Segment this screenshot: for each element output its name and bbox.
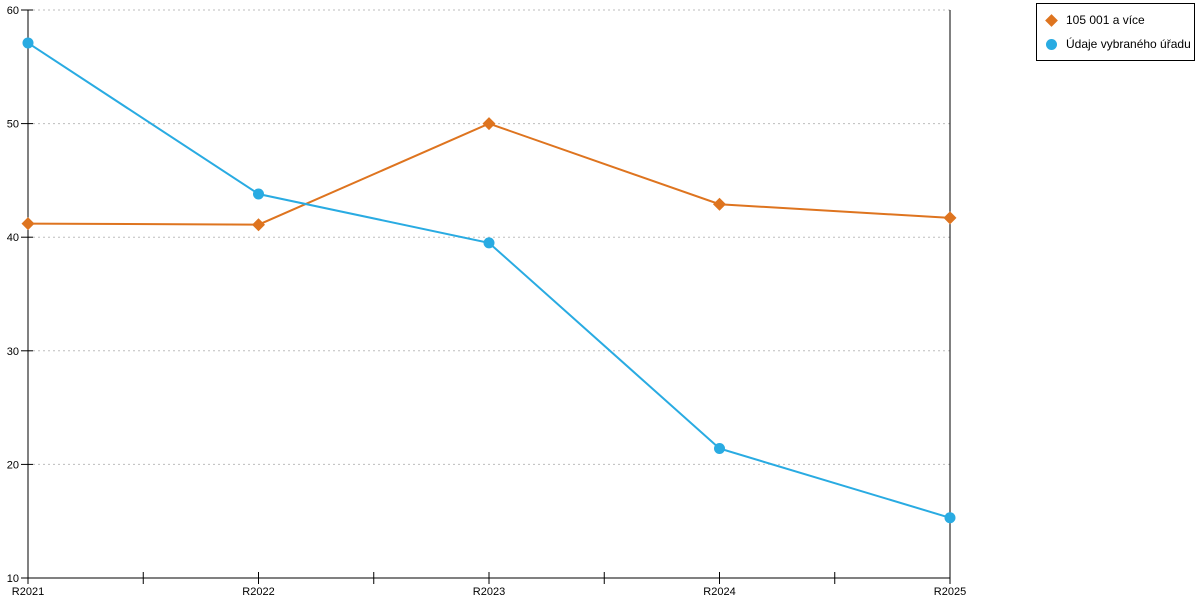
circle-marker-icon: [1046, 38, 1057, 50]
y-tick-label: 10: [7, 573, 19, 585]
data-point-circle[interactable]: [253, 188, 264, 200]
data-point-diamond[interactable]: [943, 211, 957, 225]
diamond-marker-icon: [1045, 13, 1058, 27]
legend-item: 105 001 a více: [1045, 13, 1186, 27]
data-point-diamond[interactable]: [21, 217, 35, 231]
series-line: [27, 42, 951, 519]
x-tick-label: R2023: [473, 586, 505, 598]
legend-label: Údaje vybraného úřadu: [1066, 37, 1191, 51]
data-point-diamond[interactable]: [713, 197, 726, 211]
data-point-diamond[interactable]: [482, 117, 496, 131]
data-point-circle[interactable]: [483, 237, 495, 249]
x-tick-label: R2022: [242, 586, 274, 598]
legend: 105 001 a více Údaje vybraného úřadu: [1036, 3, 1195, 61]
series-line: [27, 122, 951, 226]
y-tick-label: 40: [7, 232, 19, 244]
legend-item: Údaje vybraného úřadu: [1045, 37, 1191, 51]
data-point-circle[interactable]: [714, 442, 725, 454]
data-point-circle[interactable]: [22, 37, 34, 49]
y-tick-label: 60: [7, 5, 19, 17]
data-point-diamond[interactable]: [252, 218, 265, 232]
x-tick-label: R2021: [12, 586, 44, 598]
x-tick-label: R2025: [934, 586, 966, 598]
x-tick-label: R2024: [703, 586, 735, 598]
y-tick-label: 30: [7, 346, 19, 358]
data-point-circle[interactable]: [944, 512, 956, 524]
y-tick-label: 50: [7, 119, 19, 131]
legend-label: 105 001 a více: [1066, 13, 1145, 27]
y-tick-label: 20: [7, 459, 19, 471]
